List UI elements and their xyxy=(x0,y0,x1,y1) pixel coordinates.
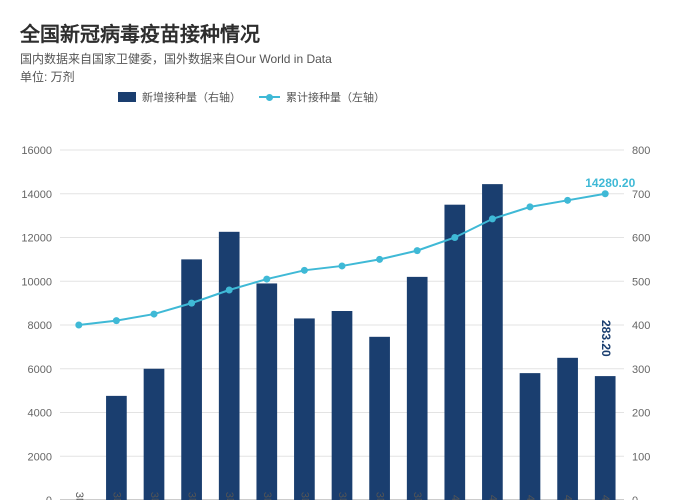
svg-text:3月30日: 3月30日 xyxy=(374,492,387,500)
svg-text:300: 300 xyxy=(632,364,650,376)
svg-text:600: 600 xyxy=(632,233,650,245)
svg-text:3月22日: 3月22日 xyxy=(73,492,86,500)
svg-text:6000: 6000 xyxy=(28,364,52,376)
svg-text:0: 0 xyxy=(632,495,638,500)
svg-text:4月1日: 4月1日 xyxy=(449,495,462,500)
svg-text:3月28日: 3月28日 xyxy=(298,492,311,500)
chart-canvas: 0 2000 4000 6000 8000 10000 12000 14000 16000 0 10… xyxy=(0,70,682,500)
svg-text:4月3日: 4月3日 xyxy=(524,495,537,500)
svg-text:2000: 2000 xyxy=(28,451,52,463)
svg-text:3月29日: 3月29日 xyxy=(336,492,349,500)
chart-subtitle: 国内数据来自国家卫健委，国外数据来自Our World in Data xyxy=(20,50,662,67)
svg-text:200: 200 xyxy=(632,408,650,420)
svg-text:3月24日: 3月24日 xyxy=(148,492,161,500)
svg-text:3月31日: 3月31日 xyxy=(411,492,424,500)
svg-text:500: 500 xyxy=(632,276,650,288)
svg-text:4月5日: 4月5日 xyxy=(599,495,612,500)
svg-text:4月4日: 4月4日 xyxy=(562,495,575,500)
svg-text:4000: 4000 xyxy=(28,408,52,420)
svg-text:4月2日: 4月2日 xyxy=(486,495,499,500)
svg-text:400: 400 xyxy=(632,320,650,332)
svg-text:8000: 8000 xyxy=(28,320,52,332)
svg-text:16000: 16000 xyxy=(21,145,52,157)
svg-text:700: 700 xyxy=(632,189,650,201)
bar-end-label: 283.20 xyxy=(599,320,613,357)
chart-title: 全国新冠病毒疫苗接种情况 xyxy=(20,18,662,47)
svg-text:800: 800 xyxy=(632,145,650,157)
svg-text:0: 0 xyxy=(46,495,52,500)
svg-text:3月27日: 3月27日 xyxy=(261,492,274,500)
svg-text:10000: 10000 xyxy=(21,276,52,288)
svg-text:3月26日: 3月26日 xyxy=(223,492,236,500)
svg-text:100: 100 xyxy=(632,451,650,463)
svg-text:3月23日: 3月23日 xyxy=(110,492,123,500)
svg-text:3月25日: 3月25日 xyxy=(186,492,199,500)
svg-text:14000: 14000 xyxy=(21,189,52,201)
svg-text:12000: 12000 xyxy=(21,233,52,245)
line-end-label: 14280.20 xyxy=(585,176,635,190)
